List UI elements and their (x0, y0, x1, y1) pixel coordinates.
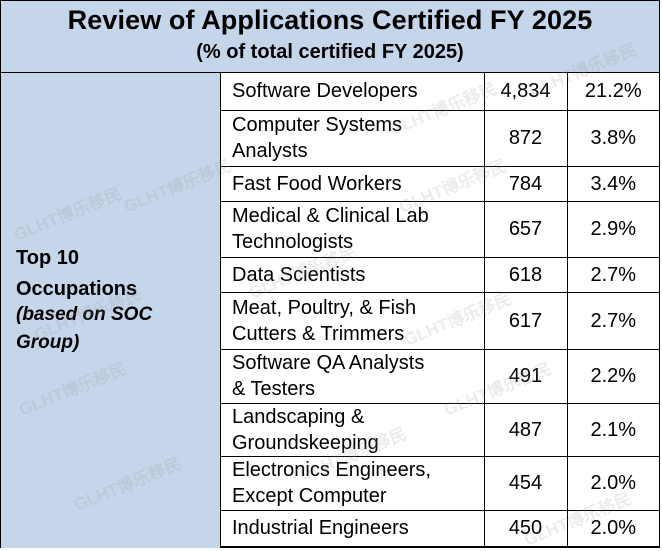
percent-cell: 2.0% (566, 455, 659, 511)
table-header: Review of Applications Certified FY 2025… (1, 1, 659, 73)
percent-cell: 2.2% (566, 348, 659, 404)
group-heading: Top 10 Occupations (16, 243, 137, 305)
percent-cell: 2.1% (566, 402, 659, 457)
occupation-cell: Meat, Poultry, & Fish Cutters & Trimmers (221, 291, 485, 350)
percent-cell: 3.8% (566, 109, 659, 167)
row-group-label: Top 10 Occupations (based on SOC Group) (1, 73, 221, 548)
table-row: Electronics Engineers, Except Computer 45… (221, 455, 659, 511)
group-note-line-2: Group) (16, 332, 80, 353)
group-heading-line-2: Occupations (16, 278, 138, 300)
percent-cell: 3.4% (566, 165, 659, 202)
table-row: Data Scientists 618 2.7% (221, 256, 659, 293)
table-row: Meat, Poultry, & Fish Cutters & Trimmers … (221, 291, 659, 350)
occupation-cell: Software Developers (221, 73, 485, 111)
count-cell: 491 (483, 348, 568, 404)
count-cell: 450 (483, 509, 568, 547)
percent-cell: 21.2% (566, 73, 659, 111)
count-cell: 454 (483, 455, 568, 511)
group-heading-line-1: Top 10 (16, 247, 79, 269)
occupation-cell: Computer Systems Analysts (221, 109, 485, 167)
occupation-cell: Medical & Clinical Lab Technologists (221, 200, 485, 258)
count-cell: 4,834 (483, 73, 568, 111)
count-cell: 784 (483, 165, 568, 202)
occupation-cell: Landscaping & Groundskeeping (221, 402, 485, 457)
occupation-cell: Fast Food Workers (221, 165, 485, 202)
occupations-table: Software Developers 4,834 21.2% Computer… (221, 73, 659, 547)
table-row: Industrial Engineers 450 2.0% (221, 509, 659, 547)
group-note-line-1: (based on SOC (16, 304, 153, 325)
percent-cell: 2.0% (566, 509, 659, 547)
occupation-cell: Software QA Analysts & Testers (221, 348, 485, 404)
occupation-cell: Data Scientists (221, 256, 485, 293)
percent-cell: 2.7% (566, 291, 659, 350)
count-cell: 487 (483, 402, 568, 457)
group-note: (based on SOC Group) (16, 301, 152, 357)
table-row: Software QA Analysts & Testers 491 2.2% (221, 348, 659, 404)
table-row: Fast Food Workers 784 3.4% (221, 165, 659, 202)
page-subtitle: (% of total certified FY 2025) (196, 41, 464, 63)
percent-cell: 2.7% (566, 256, 659, 293)
occupation-cell: Industrial Engineers (221, 509, 485, 547)
count-cell: 657 (483, 200, 568, 258)
count-cell: 872 (483, 109, 568, 167)
page-title: Review of Applications Certified FY 2025 (67, 5, 593, 35)
table-row: Computer Systems Analysts 872 3.8% (221, 109, 659, 167)
table-row: Landscaping & Groundskeeping 487 2.1% (221, 402, 659, 457)
table-row: Software Developers 4,834 21.2% (221, 73, 659, 111)
count-cell: 618 (483, 256, 568, 293)
count-cell: 617 (483, 291, 568, 350)
occupation-cell: Electronics Engineers, Except Computer (221, 455, 485, 511)
percent-cell: 2.9% (566, 200, 659, 258)
table-row: Medical & Clinical Lab Technologists 657 … (221, 200, 659, 258)
